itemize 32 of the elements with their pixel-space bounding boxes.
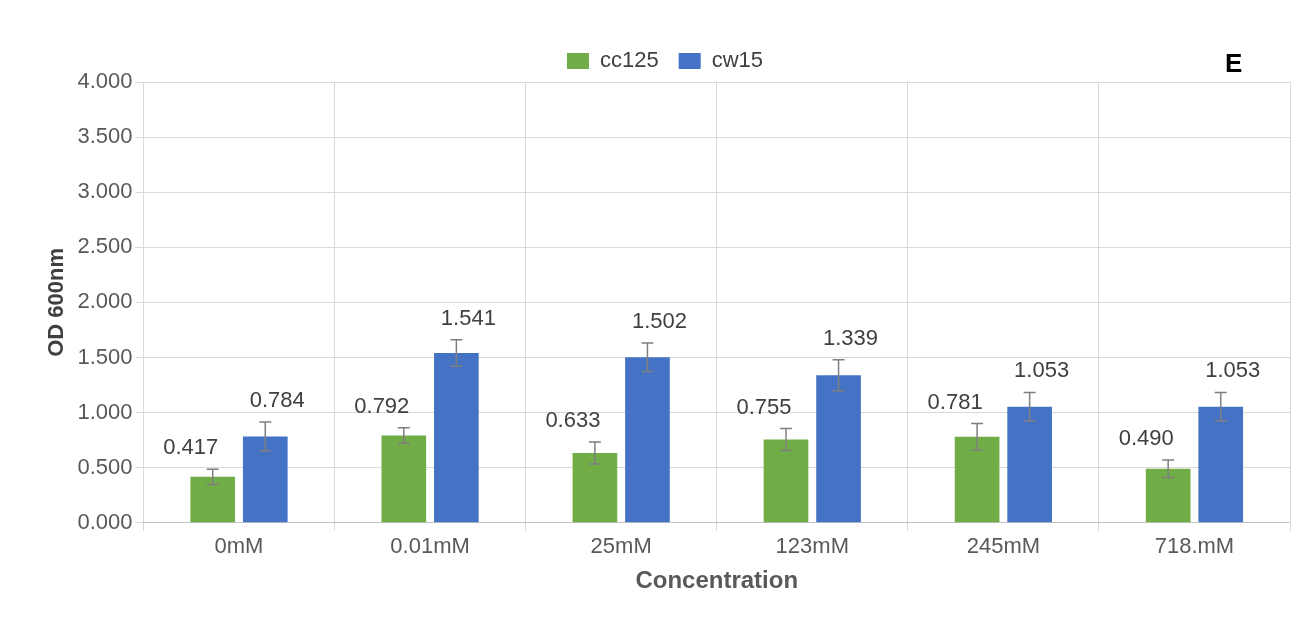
data-label: 1.339 (823, 324, 879, 350)
y-axis-title: OD 600nm (43, 247, 69, 357)
data-label: 0.792 (354, 392, 410, 418)
data-label: 1.053 (1205, 357, 1261, 383)
x-axis-title: Concentration (635, 566, 799, 594)
y-tick-label: 1.500 (77, 343, 133, 369)
data-label: 0.784 (249, 387, 305, 413)
x-tick-label: 25mM (590, 533, 652, 559)
legend-label: cw15 (711, 47, 764, 73)
y-tick-label: 2.500 (77, 233, 133, 259)
data-label: 0.755 (736, 393, 792, 419)
x-tick-label: 123mM (775, 533, 849, 559)
data-label: 1.541 (440, 304, 496, 330)
y-tick-label: 2.000 (77, 288, 133, 314)
x-tick-label: 718.mM (1154, 533, 1235, 559)
text: E (1225, 48, 1243, 79)
y-tick-label: 0.500 (77, 453, 133, 479)
y-tick-label: 3.500 (77, 123, 133, 149)
data-label: 1.053 (1014, 357, 1070, 383)
x-tick-label: 0mM (214, 533, 264, 559)
y-tick-label: 3.000 (77, 178, 133, 204)
y-tick-label: 1.000 (77, 398, 133, 424)
data-label: 0.781 (927, 388, 983, 414)
x-tick-label: 0.01mM (390, 533, 470, 559)
data-label: 1.502 (631, 308, 687, 334)
legend-label: cc125 (599, 47, 659, 73)
data-label: 0.633 (545, 407, 601, 433)
data-label: 0.417 (163, 434, 219, 460)
y-tick-label: 4.000 (77, 68, 133, 94)
x-tick-label: 245mM (966, 533, 1041, 559)
y-tick-label: 0.000 (77, 508, 133, 534)
data-label: 0.490 (1118, 425, 1174, 451)
